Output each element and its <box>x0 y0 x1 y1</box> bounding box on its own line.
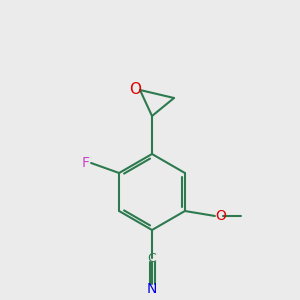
Text: F: F <box>82 156 90 170</box>
Text: C: C <box>148 251 156 265</box>
Text: N: N <box>147 282 157 296</box>
Text: O: O <box>215 209 226 223</box>
Text: O: O <box>129 82 141 98</box>
